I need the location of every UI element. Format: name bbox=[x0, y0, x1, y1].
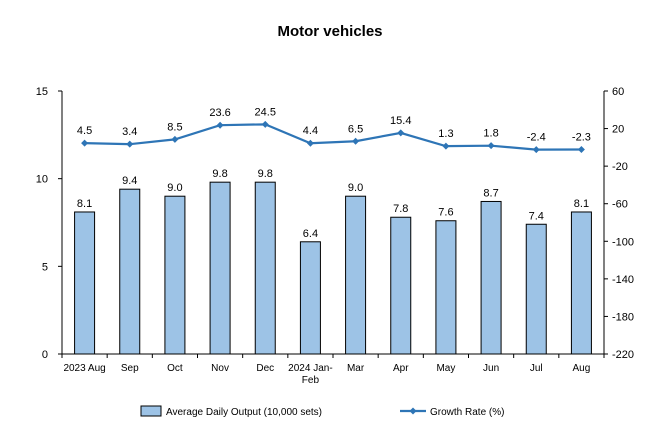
x-tick-label: May bbox=[436, 363, 455, 374]
bar bbox=[74, 211, 96, 355]
growth-point bbox=[306, 139, 314, 147]
x-tick-label: Apr bbox=[393, 363, 409, 374]
x-tick-label: Feb bbox=[302, 375, 320, 386]
x-tick-label: Mar bbox=[347, 363, 365, 374]
x-tick-label: 2024 Jan- bbox=[288, 363, 332, 374]
growth-point bbox=[261, 120, 269, 128]
axes: 0 5 10 15 -220 -180 -140 -100 -60 -20 20 60 2023 Aug… bbox=[36, 86, 634, 386]
left-tick-label: 5 bbox=[42, 261, 48, 273]
growth-point bbox=[126, 140, 134, 148]
bar bbox=[164, 195, 186, 355]
x-tick-label: Oct bbox=[167, 363, 183, 374]
line-data-label: 6.5 bbox=[348, 123, 363, 135]
growth-point bbox=[397, 129, 405, 137]
right-tick-label: -220 bbox=[612, 349, 634, 361]
bar-data-label: 9.8 bbox=[212, 168, 227, 180]
line-data-label: 15.4 bbox=[390, 115, 411, 127]
growth-point bbox=[216, 121, 224, 129]
x-tick-label: Nov bbox=[211, 363, 229, 374]
left-tick-label: 10 bbox=[36, 174, 48, 186]
growth-point bbox=[577, 146, 585, 154]
bar-data-label: 9.0 bbox=[348, 182, 363, 194]
bar-data-label: 7.6 bbox=[438, 207, 453, 219]
bar-data-label: 7.8 bbox=[393, 203, 408, 215]
legend-swatch-bar bbox=[140, 405, 162, 417]
left-tick-label: 0 bbox=[42, 349, 48, 361]
line-data-label: 1.3 bbox=[438, 128, 453, 140]
bar-data-label: 8.7 bbox=[483, 187, 498, 199]
bar bbox=[299, 241, 321, 355]
bar-data-label: 9.0 bbox=[167, 182, 182, 194]
line-data-label: 4.4 bbox=[303, 125, 318, 137]
legend-swatch-marker bbox=[409, 407, 417, 415]
legend-label-line: Growth Rate (%) bbox=[430, 407, 504, 418]
x-tick-label: Dec bbox=[256, 363, 274, 374]
chart-title: Motor vehicles bbox=[277, 23, 383, 40]
growth-point bbox=[442, 142, 450, 150]
left-tick-label: 15 bbox=[36, 86, 48, 98]
growth-point bbox=[352, 137, 360, 145]
line-data-label: 24.5 bbox=[255, 106, 276, 118]
data-labels: 8.1 9.4 9.0 9.8 9.8 6.4 9.0 7.8 7.6 8.7 7.4 8.1 4.5 3… bbox=[77, 106, 591, 239]
right-tick-label: -20 bbox=[612, 161, 628, 173]
bar-data-label: 8.1 bbox=[574, 198, 589, 210]
growth-point bbox=[171, 135, 179, 143]
x-tick-label: Aug bbox=[573, 363, 591, 374]
bar bbox=[119, 188, 141, 355]
growth-point bbox=[487, 142, 495, 150]
legend: Average Daily Output (10,000 sets) Growth… bbox=[140, 405, 504, 418]
right-tick-label: -180 bbox=[612, 311, 634, 323]
growth-point bbox=[532, 146, 540, 154]
bar bbox=[254, 181, 276, 355]
right-tick-label: 20 bbox=[612, 124, 624, 136]
bar bbox=[480, 200, 502, 355]
line-data-label: 4.5 bbox=[77, 125, 92, 137]
bar-series bbox=[74, 181, 592, 355]
right-tick-label: 60 bbox=[612, 86, 624, 98]
bar-data-label: 9.4 bbox=[122, 175, 137, 187]
bar bbox=[345, 195, 367, 355]
line-data-label: -2.4 bbox=[527, 132, 546, 144]
bar-data-label: 7.4 bbox=[529, 210, 544, 222]
line-series bbox=[81, 120, 585, 154]
line-data-label: -2.3 bbox=[572, 132, 591, 144]
right-tick-label: -60 bbox=[612, 199, 628, 211]
x-tick-label: Jul bbox=[530, 363, 543, 374]
bar-data-label: 9.8 bbox=[258, 168, 273, 180]
bar-data-label: 6.4 bbox=[303, 228, 318, 240]
bar bbox=[390, 216, 412, 355]
legend-label-bar: Average Daily Output (10,000 sets) bbox=[166, 407, 322, 418]
bar bbox=[209, 181, 231, 355]
x-tick-label: 2023 Aug bbox=[63, 363, 105, 374]
growth-line bbox=[84, 123, 582, 151]
bar bbox=[525, 223, 547, 355]
x-tick-label: Sep bbox=[121, 363, 139, 374]
line-data-label: 3.4 bbox=[122, 126, 137, 138]
x-tick-label: Jun bbox=[483, 363, 499, 374]
line-data-label: 8.5 bbox=[167, 121, 182, 133]
growth-point bbox=[81, 139, 89, 147]
line-data-label: 1.8 bbox=[483, 128, 498, 140]
bar bbox=[435, 220, 457, 355]
right-tick-label: -100 bbox=[612, 236, 634, 248]
line-data-label: 23.6 bbox=[209, 107, 230, 119]
bar bbox=[570, 211, 592, 355]
bar-data-label: 8.1 bbox=[77, 198, 92, 210]
right-tick-label: -140 bbox=[612, 274, 634, 286]
